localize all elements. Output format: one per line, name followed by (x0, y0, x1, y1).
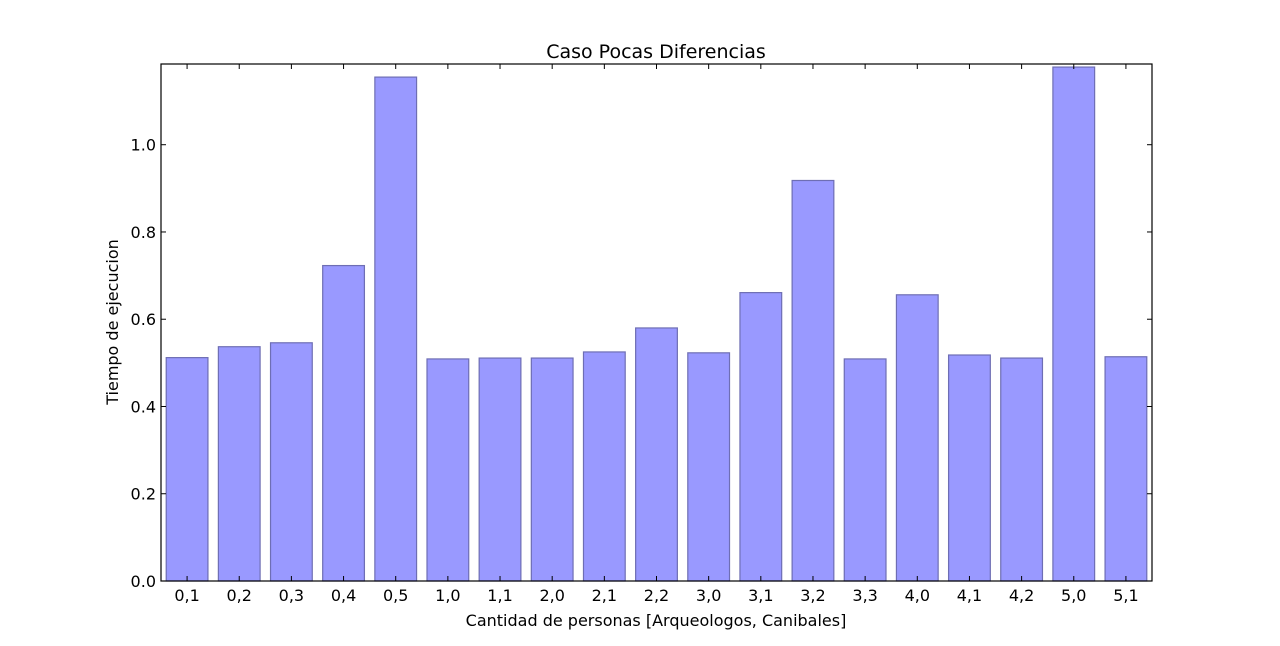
bar-1-0 (426, 358, 470, 582)
y-tick-label: 0.6 (131, 310, 156, 329)
x-tick-label: 0,1 (174, 586, 199, 605)
x-axis-label: Cantidad de personas [Arqueologos, Canib… (466, 611, 847, 630)
x-tick-label: 3,1 (748, 586, 773, 605)
y-axis-label: Tiempo de ejecucion (103, 239, 122, 406)
bar-5-0 (1052, 66, 1096, 582)
y-tick-label: 0.0 (131, 572, 156, 591)
bar-4-2 (1000, 357, 1044, 582)
x-tick-label: 1,0 (435, 586, 460, 605)
plot-frame (160, 63, 1153, 582)
y-tick-label: 0.4 (131, 397, 156, 416)
x-tick-label: 5,0 (1061, 586, 1086, 605)
chart-title: Caso Pocas Diferencias (546, 41, 766, 63)
bar-5-1 (1104, 356, 1148, 582)
x-tick-label: 2,2 (644, 586, 669, 605)
x-tick-label: 0,4 (331, 586, 356, 605)
x-tick-label: 3,3 (852, 586, 877, 605)
y-tick-label: 0.8 (131, 223, 156, 242)
bar-4-0 (895, 294, 939, 582)
bar-3-2 (791, 179, 835, 582)
x-tick-label: 3,0 (696, 586, 721, 605)
bar-2-0 (530, 357, 574, 582)
x-tick-label: 4,1 (957, 586, 982, 605)
x-tick-label: 2,0 (539, 586, 564, 605)
bar-3-0 (687, 352, 731, 582)
x-tick-label: 5,1 (1113, 586, 1138, 605)
x-tick-label: 0,5 (383, 586, 408, 605)
ticks-group: 0,1 0,2 0,3 0,4 0,5 1,0 1,1 2,0 2,1 2,2 3,0 3,1 3,2 3… (131, 64, 1152, 605)
bar-3-1 (739, 292, 783, 582)
bar-3-3 (843, 358, 887, 582)
x-tick-label: 1,1 (487, 586, 512, 605)
x-tick-label: 3,2 (800, 586, 825, 605)
x-tick-label: 4,2 (1009, 586, 1034, 605)
bar-0-1 (165, 357, 209, 582)
x-tick-label: 4,0 (905, 586, 930, 605)
bar-0-5 (374, 76, 418, 582)
bars-group (165, 66, 1148, 582)
x-tick-label: 0,2 (227, 586, 252, 605)
bar-0-4 (322, 264, 366, 582)
bar-2-2 (635, 327, 678, 582)
x-tick-label: 0,3 (279, 586, 304, 605)
bar-0-3 (269, 342, 313, 582)
x-tick-label: 2,1 (592, 586, 617, 605)
bar-1-1 (478, 357, 522, 582)
bar-2-1 (582, 351, 626, 582)
y-tick-label: 0.2 (131, 485, 156, 504)
y-tick-label: 1.0 (131, 136, 156, 155)
bar-4-1 (947, 354, 991, 582)
bar-0-2 (217, 346, 261, 582)
